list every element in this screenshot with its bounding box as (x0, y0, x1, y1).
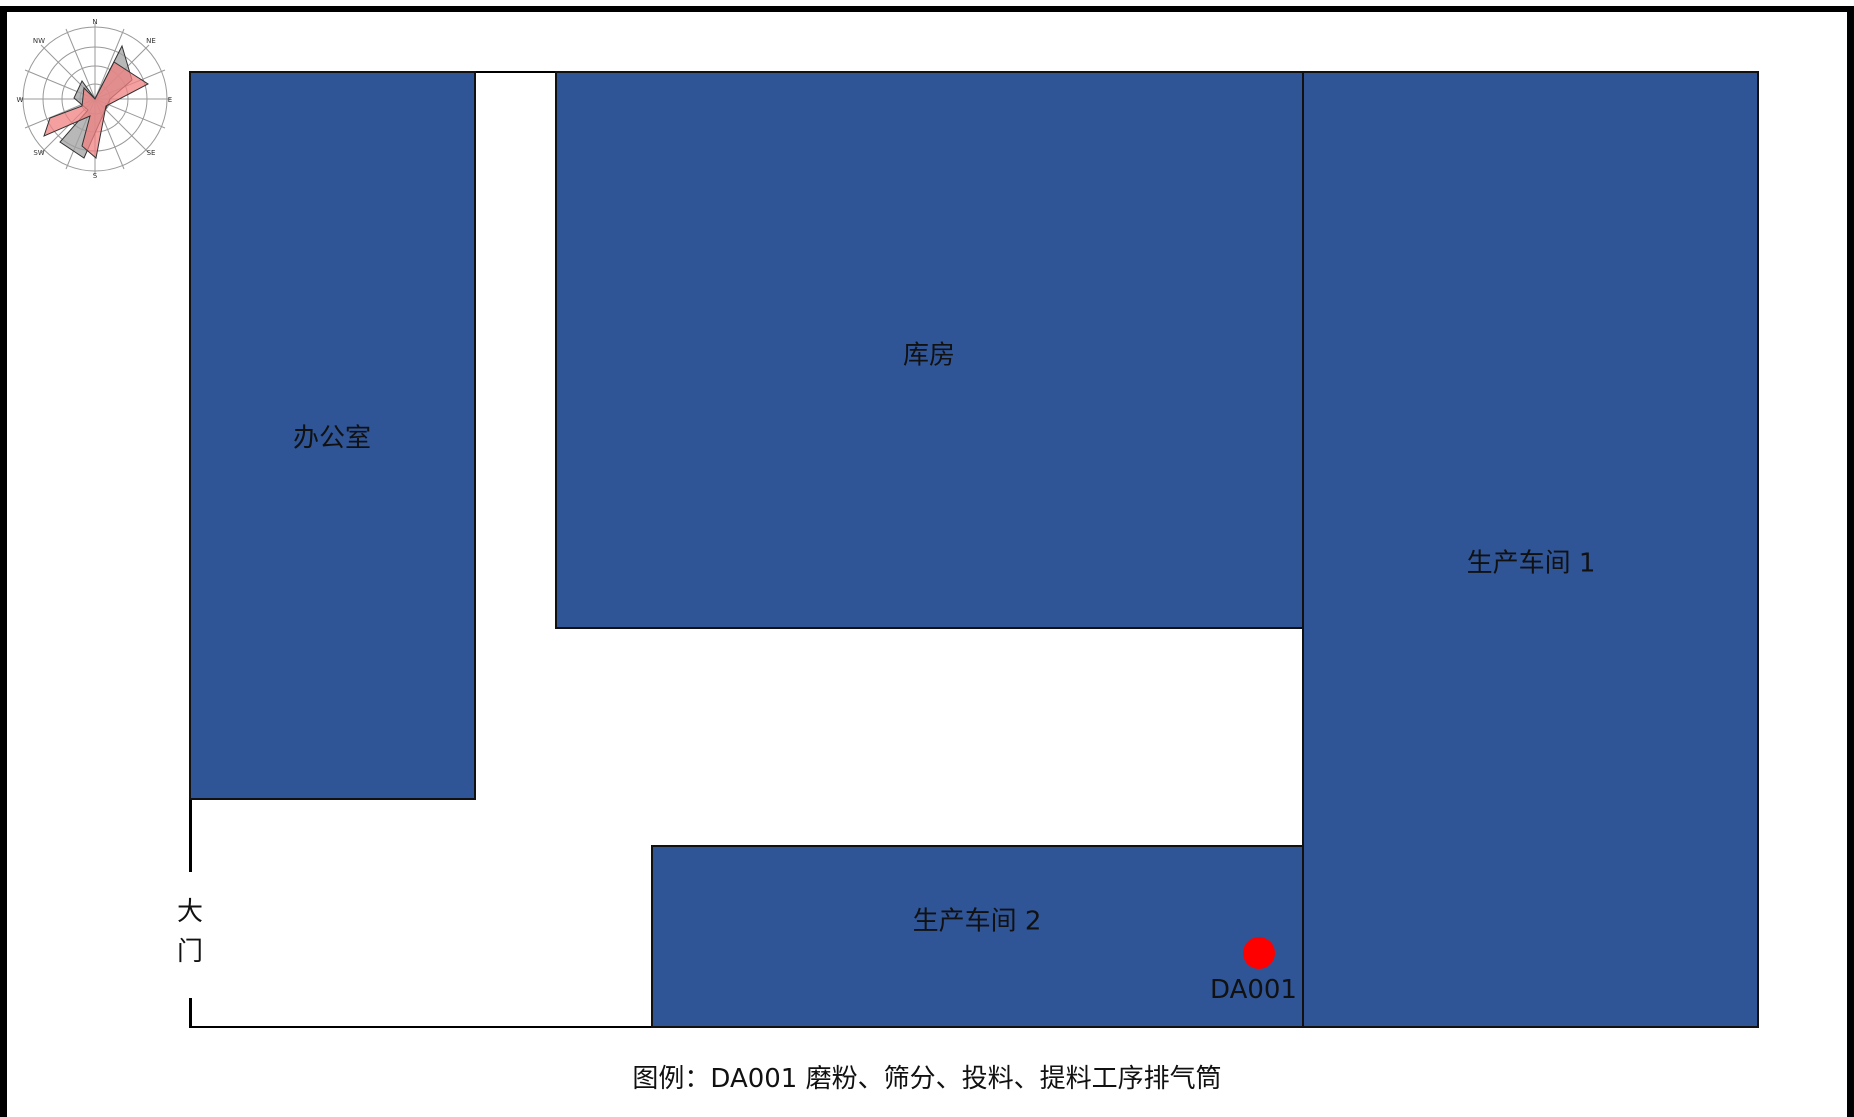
compass-s: S (93, 172, 98, 180)
room-workshop-1 (1302, 71, 1759, 1028)
gate-label: 大 门 (176, 897, 203, 967)
wall-west-gate-post (189, 998, 192, 1028)
wall-west-lower (189, 800, 192, 872)
room-workshop-2 (651, 845, 1304, 1028)
workshop-2-label: 生产车间 2 (912, 906, 1042, 937)
wind-rose-icon: N NE E SE S SW W NW (17, 18, 173, 180)
map-frame (0, 6, 1854, 1117)
compass-se: SE (147, 149, 156, 157)
outlet-marker (1243, 937, 1275, 969)
workshop-1-label: 生产车间 1 (1466, 548, 1596, 579)
outlet-label: DA001 (1210, 975, 1297, 1005)
compass-w: W (17, 96, 24, 104)
compass-n: N (92, 18, 97, 26)
compass-nw: NW (33, 37, 45, 45)
wall-north-gap (474, 71, 558, 73)
room-office (189, 71, 476, 800)
map-legend: 图例：DA001 磨粉、筛分、投料、提料工序排气筒 (632, 1064, 1222, 1094)
compass-e: E (168, 96, 172, 104)
compass-ne: NE (146, 37, 156, 45)
compass-sw: SW (33, 149, 44, 157)
office-label: 办公室 (292, 423, 372, 454)
wind-rose-pink-area (43, 61, 149, 159)
warehouse-label: 库房 (902, 340, 956, 371)
